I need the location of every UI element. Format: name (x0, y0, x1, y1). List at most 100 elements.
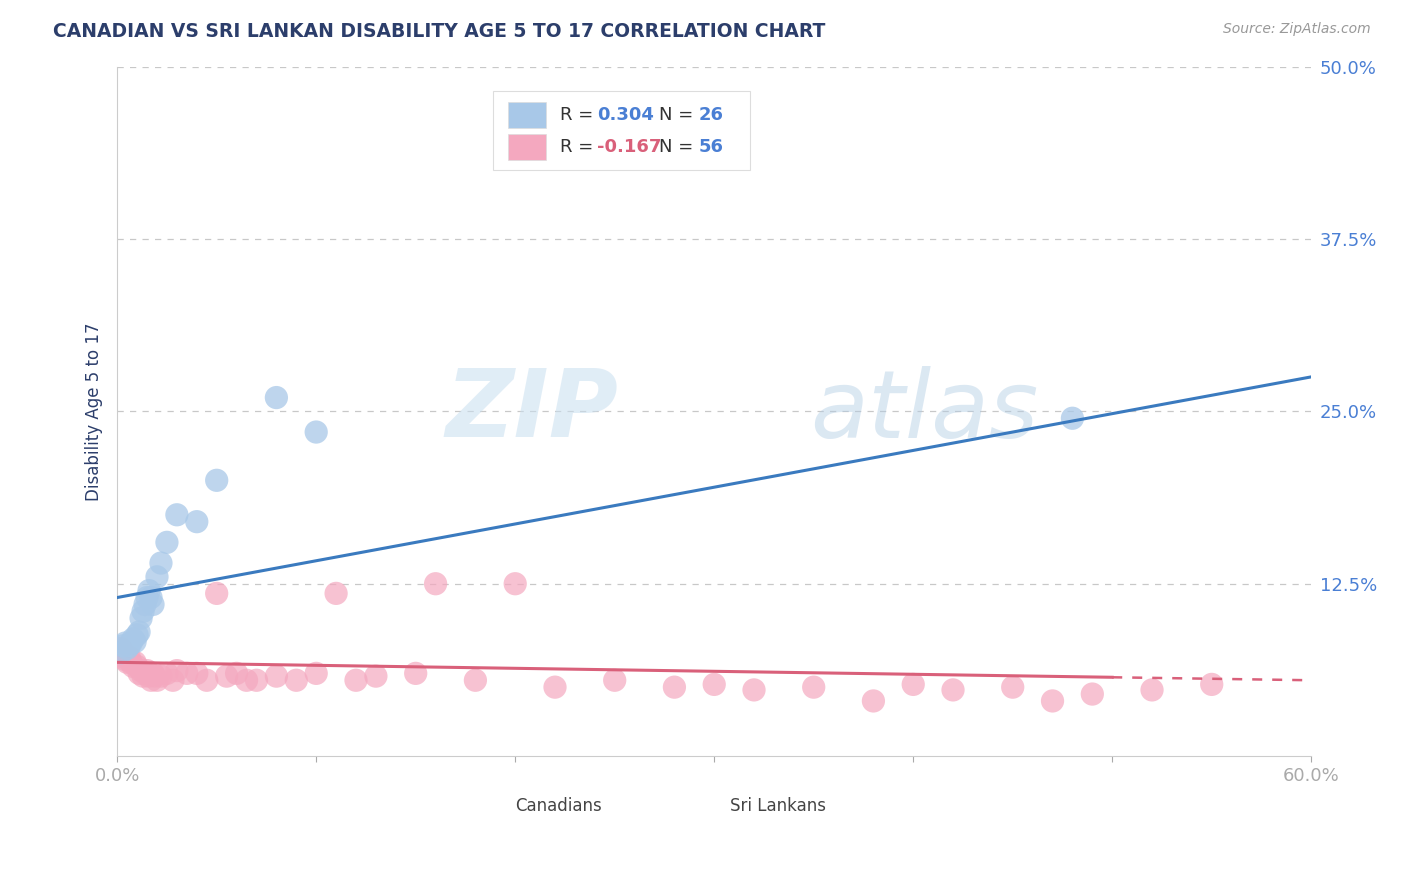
Point (136, 664, 159, 678)
Point (124, 656, 146, 670)
Point (162, 673, 184, 688)
Point (142, 666, 165, 681)
Point (134, 666, 156, 681)
Point (205, 586, 228, 600)
Point (344, 673, 367, 688)
Point (110, 646, 132, 660)
Text: -0.167: -0.167 (598, 138, 662, 156)
Text: R =: R = (560, 106, 599, 124)
Point (1201, 677, 1223, 691)
Point (156, 666, 179, 681)
Point (266, 391, 288, 405)
Point (134, 598, 156, 612)
Text: ZIP: ZIP (446, 366, 619, 458)
FancyBboxPatch shape (494, 91, 749, 170)
FancyBboxPatch shape (508, 102, 546, 128)
Point (305, 666, 328, 681)
Text: Source: ZipAtlas.com: Source: ZipAtlas.com (1223, 22, 1371, 37)
Point (139, 673, 162, 688)
Point (195, 673, 218, 688)
Point (110, 641, 132, 656)
Point (1042, 694, 1064, 708)
Point (166, 664, 188, 678)
Point (176, 666, 198, 681)
Point (186, 515, 208, 529)
Point (127, 659, 149, 673)
Text: Canadians: Canadians (515, 797, 602, 814)
Point (115, 641, 138, 656)
Point (129, 664, 152, 678)
Text: atlas: atlas (810, 366, 1038, 457)
Point (503, 576, 526, 591)
Point (1062, 411, 1084, 425)
Point (139, 591, 162, 605)
Point (285, 673, 308, 688)
Point (114, 636, 136, 650)
Point (156, 535, 179, 549)
Point (132, 669, 155, 683)
Text: N =: N = (659, 138, 699, 156)
Point (146, 570, 169, 584)
Point (120, 656, 142, 670)
Point (205, 473, 228, 487)
Point (215, 669, 238, 683)
Point (112, 639, 135, 653)
Text: 0.304: 0.304 (598, 106, 654, 124)
Text: CANADIAN VS SRI LANKAN DISABILITY AGE 5 TO 17 CORRELATION CHART: CANADIAN VS SRI LANKAN DISABILITY AGE 5 … (53, 22, 825, 41)
Point (664, 680, 686, 694)
Point (405, 666, 427, 681)
Point (235, 673, 257, 688)
Point (1081, 687, 1104, 701)
Point (703, 677, 725, 691)
Point (325, 586, 347, 600)
Point (115, 656, 138, 670)
Text: 26: 26 (699, 106, 724, 124)
Point (1140, 682, 1163, 697)
Point (903, 677, 925, 691)
Point (112, 649, 135, 664)
Point (128, 625, 150, 640)
Point (149, 669, 172, 683)
Point (225, 666, 247, 681)
Point (138, 583, 160, 598)
Point (122, 632, 145, 646)
Y-axis label: Disability Age 5 to 17: Disability Age 5 to 17 (86, 322, 103, 500)
Text: Sri Lankans: Sri Lankans (730, 797, 825, 814)
Point (305, 425, 328, 439)
Point (136, 591, 159, 605)
FancyBboxPatch shape (508, 134, 546, 161)
Point (138, 669, 160, 683)
Point (108, 646, 131, 660)
Point (118, 639, 141, 653)
Text: N =: N = (659, 106, 699, 124)
Point (146, 673, 169, 688)
Point (464, 673, 486, 688)
Point (186, 666, 208, 681)
Point (862, 694, 884, 708)
Point (122, 659, 145, 673)
Point (1001, 680, 1024, 694)
Point (118, 649, 141, 664)
Point (166, 508, 188, 522)
Text: R =: R = (560, 138, 599, 156)
Point (742, 682, 765, 697)
Point (128, 666, 150, 681)
Point (803, 680, 825, 694)
Point (425, 576, 447, 591)
Point (127, 628, 149, 642)
Text: 56: 56 (699, 138, 724, 156)
Point (544, 680, 567, 694)
Point (603, 673, 626, 688)
Point (129, 611, 152, 625)
Point (114, 652, 136, 666)
Point (266, 669, 288, 683)
Point (132, 604, 155, 618)
Point (364, 669, 387, 683)
Point (120, 636, 142, 650)
FancyBboxPatch shape (470, 793, 503, 819)
Point (124, 634, 146, 648)
Point (245, 673, 267, 688)
Point (142, 598, 165, 612)
Point (149, 556, 172, 570)
Point (942, 682, 965, 697)
